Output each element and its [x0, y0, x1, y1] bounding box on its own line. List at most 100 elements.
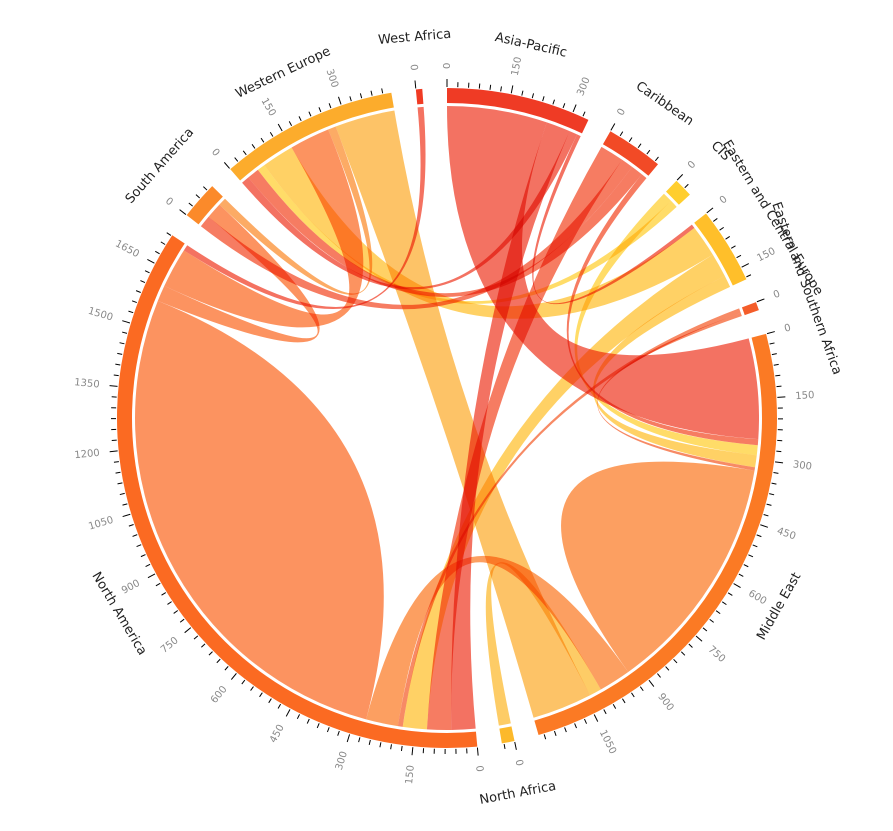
- tick-mark: [328, 103, 332, 109]
- tick-label: 1500: [87, 306, 115, 324]
- arc-south-america: [186, 186, 223, 225]
- tick-mark: [400, 745, 403, 751]
- tick-mark: [349, 96, 352, 102]
- tick-label: 1050: [597, 728, 618, 756]
- tick-mark: [337, 730, 340, 736]
- tick-mark: [234, 157, 239, 162]
- tick-mark: [715, 610, 721, 615]
- tick-mark: [122, 320, 131, 324]
- arc-west-africa: [415, 88, 424, 105]
- group-label-western-europe: Western Europe: [233, 44, 333, 102]
- tick-mark: [776, 450, 782, 453]
- tick-label: 450: [775, 526, 797, 543]
- ribbon-middle-east-to-middle-east: [561, 461, 755, 672]
- tick-mark: [277, 703, 282, 709]
- tick-mark: [160, 241, 166, 245]
- tick-mark: [131, 300, 137, 304]
- tick-mark: [136, 544, 142, 548]
- tick-mark: [489, 84, 492, 90]
- tick-mark: [122, 331, 128, 334]
- tick-mark: [288, 121, 293, 126]
- tick-mark: [756, 534, 762, 538]
- tick-mark: [167, 601, 172, 605]
- tick-mark: [719, 226, 724, 231]
- tick-mark: [147, 573, 156, 579]
- tick-label: 0: [407, 64, 419, 71]
- tick-mark: [743, 564, 749, 568]
- tick-mark: [250, 686, 254, 691]
- tick-label: 900: [655, 691, 675, 713]
- tick-mark: [673, 658, 678, 664]
- tick-mark: [730, 245, 736, 249]
- tick-label: 1650: [113, 238, 141, 260]
- tick-mark: [760, 524, 769, 528]
- tick-mark: [582, 111, 586, 117]
- tick-mark: [766, 331, 775, 335]
- tick-mark: [476, 747, 479, 756]
- tick-mark: [746, 274, 752, 278]
- group-label-caribbean: Caribbean: [633, 79, 696, 129]
- tick-mark: [381, 88, 384, 94]
- group-label-north-america: North America: [88, 569, 149, 658]
- tick-mark: [193, 635, 199, 640]
- tick-label: 750: [706, 644, 728, 665]
- tick-mark: [155, 582, 161, 587]
- tick-label: 0: [718, 194, 730, 207]
- tick-mark: [775, 374, 781, 377]
- tick-mark: [117, 482, 123, 485]
- tick-mark: [140, 554, 146, 558]
- arc-middle-east: [534, 333, 778, 736]
- tick-mark: [128, 524, 134, 527]
- tick-mark: [188, 202, 193, 207]
- tick-mark: [756, 298, 765, 303]
- tick-label: 150: [795, 390, 815, 402]
- tick-mark: [637, 143, 642, 149]
- tick-mark: [709, 618, 714, 623]
- ribbon-western-europe-to-middle-east: [335, 110, 591, 718]
- tick-mark: [721, 601, 727, 606]
- tick-mark: [572, 104, 577, 113]
- arc-asia-pacific: [447, 88, 589, 134]
- tick-mark: [631, 692, 635, 698]
- tick-label: 300: [792, 459, 812, 472]
- tick-mark: [358, 737, 361, 743]
- tick-mark: [390, 744, 392, 750]
- tick-mark: [109, 385, 118, 387]
- tick-mark: [553, 730, 557, 736]
- tick-mark: [773, 363, 779, 366]
- tick-mark: [113, 461, 119, 463]
- tick-mark: [277, 123, 283, 132]
- tick-mark: [179, 209, 187, 215]
- tick-mark: [769, 342, 775, 345]
- ribbon-north-america-to-south-america: [157, 204, 320, 343]
- tick-label: 0: [783, 323, 792, 335]
- tick-mark: [269, 131, 274, 137]
- tick-mark: [359, 93, 363, 99]
- tick-label: 0: [615, 107, 628, 118]
- group-label-north-africa: North Africa: [478, 779, 557, 808]
- tick-mark: [684, 183, 689, 189]
- tick-mark: [122, 513, 131, 518]
- tick-mark: [773, 472, 779, 474]
- tick-mark: [368, 739, 371, 745]
- tick-mark: [285, 709, 291, 717]
- arc-eastern-and-central-europe: [694, 213, 747, 286]
- tick-mark: [173, 610, 179, 614]
- arc-cis: [666, 180, 690, 205]
- tick-mark: [145, 563, 151, 567]
- tick-mark: [688, 643, 693, 648]
- tick-mark: [224, 666, 229, 671]
- tick-mark: [115, 363, 121, 366]
- tick-label: 300: [323, 68, 340, 90]
- tick-mark: [308, 111, 312, 117]
- ribbon-north-america-to-north-america: [135, 300, 384, 720]
- tick-mark: [500, 86, 502, 92]
- tick-label: 300: [334, 750, 350, 771]
- tick-label: 300: [575, 76, 592, 98]
- tick-mark: [119, 492, 125, 496]
- tick-mark: [338, 96, 342, 105]
- tick-mark: [298, 116, 302, 122]
- tick-mark: [514, 741, 517, 750]
- tick-mark: [610, 123, 616, 131]
